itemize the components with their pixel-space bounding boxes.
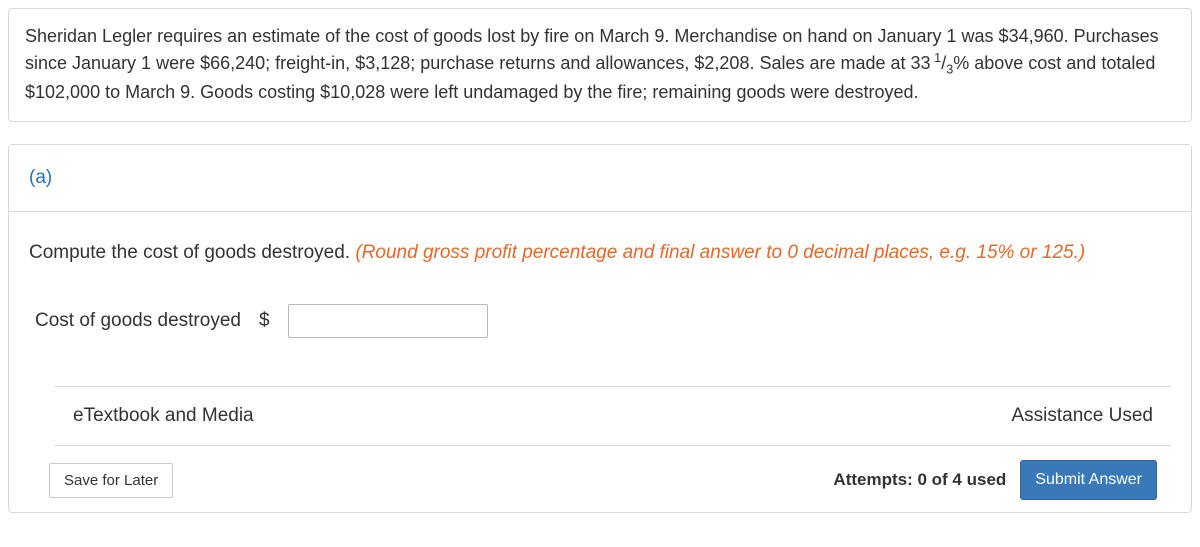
instruction: Compute the cost of goods destroyed. (Ro… — [29, 242, 1171, 264]
resource-bar: eTextbook and Media Assistance Used — [55, 386, 1171, 446]
part-body: Compute the cost of goods destroyed. (Ro… — [9, 212, 1191, 512]
submit-answer-button[interactable]: Submit Answer — [1020, 460, 1157, 500]
etextbook-link[interactable]: eTextbook and Media — [55, 387, 272, 445]
answer-row: Cost of goods destroyed $ — [29, 304, 1171, 338]
part-label: (a) — [29, 167, 52, 188]
part-header[interactable]: (a) — [9, 145, 1191, 212]
currency-symbol: $ — [259, 310, 270, 332]
save-label: Save for Later — [64, 472, 158, 489]
fraction-numerator: 1 — [934, 51, 941, 65]
footer-right: Attempts: 0 of 4 used Submit Answer — [833, 460, 1157, 500]
instruction-hint: (Round gross profit percentage and final… — [355, 242, 1085, 263]
attempts-text: Attempts: 0 of 4 used — [833, 470, 1006, 490]
instruction-prefix: Compute the cost of goods destroyed. — [29, 242, 355, 263]
etextbook-label: eTextbook and Media — [73, 405, 254, 426]
problem-text: Sheridan Legler requires an estimate of … — [25, 23, 1175, 105]
assistance-link[interactable]: Assistance Used — [993, 387, 1171, 445]
save-for-later-button[interactable]: Save for Later — [49, 463, 173, 498]
answer-input[interactable] — [288, 304, 488, 338]
submit-label: Submit Answer — [1035, 471, 1142, 488]
footer-row: Save for Later Attempts: 0 of 4 used Sub… — [29, 446, 1171, 500]
part-panel: (a) Compute the cost of goods destroyed.… — [8, 144, 1192, 513]
problem-panel: Sheridan Legler requires an estimate of … — [8, 8, 1192, 122]
assistance-label: Assistance Used — [1011, 405, 1153, 426]
answer-label: Cost of goods destroyed — [35, 310, 241, 332]
